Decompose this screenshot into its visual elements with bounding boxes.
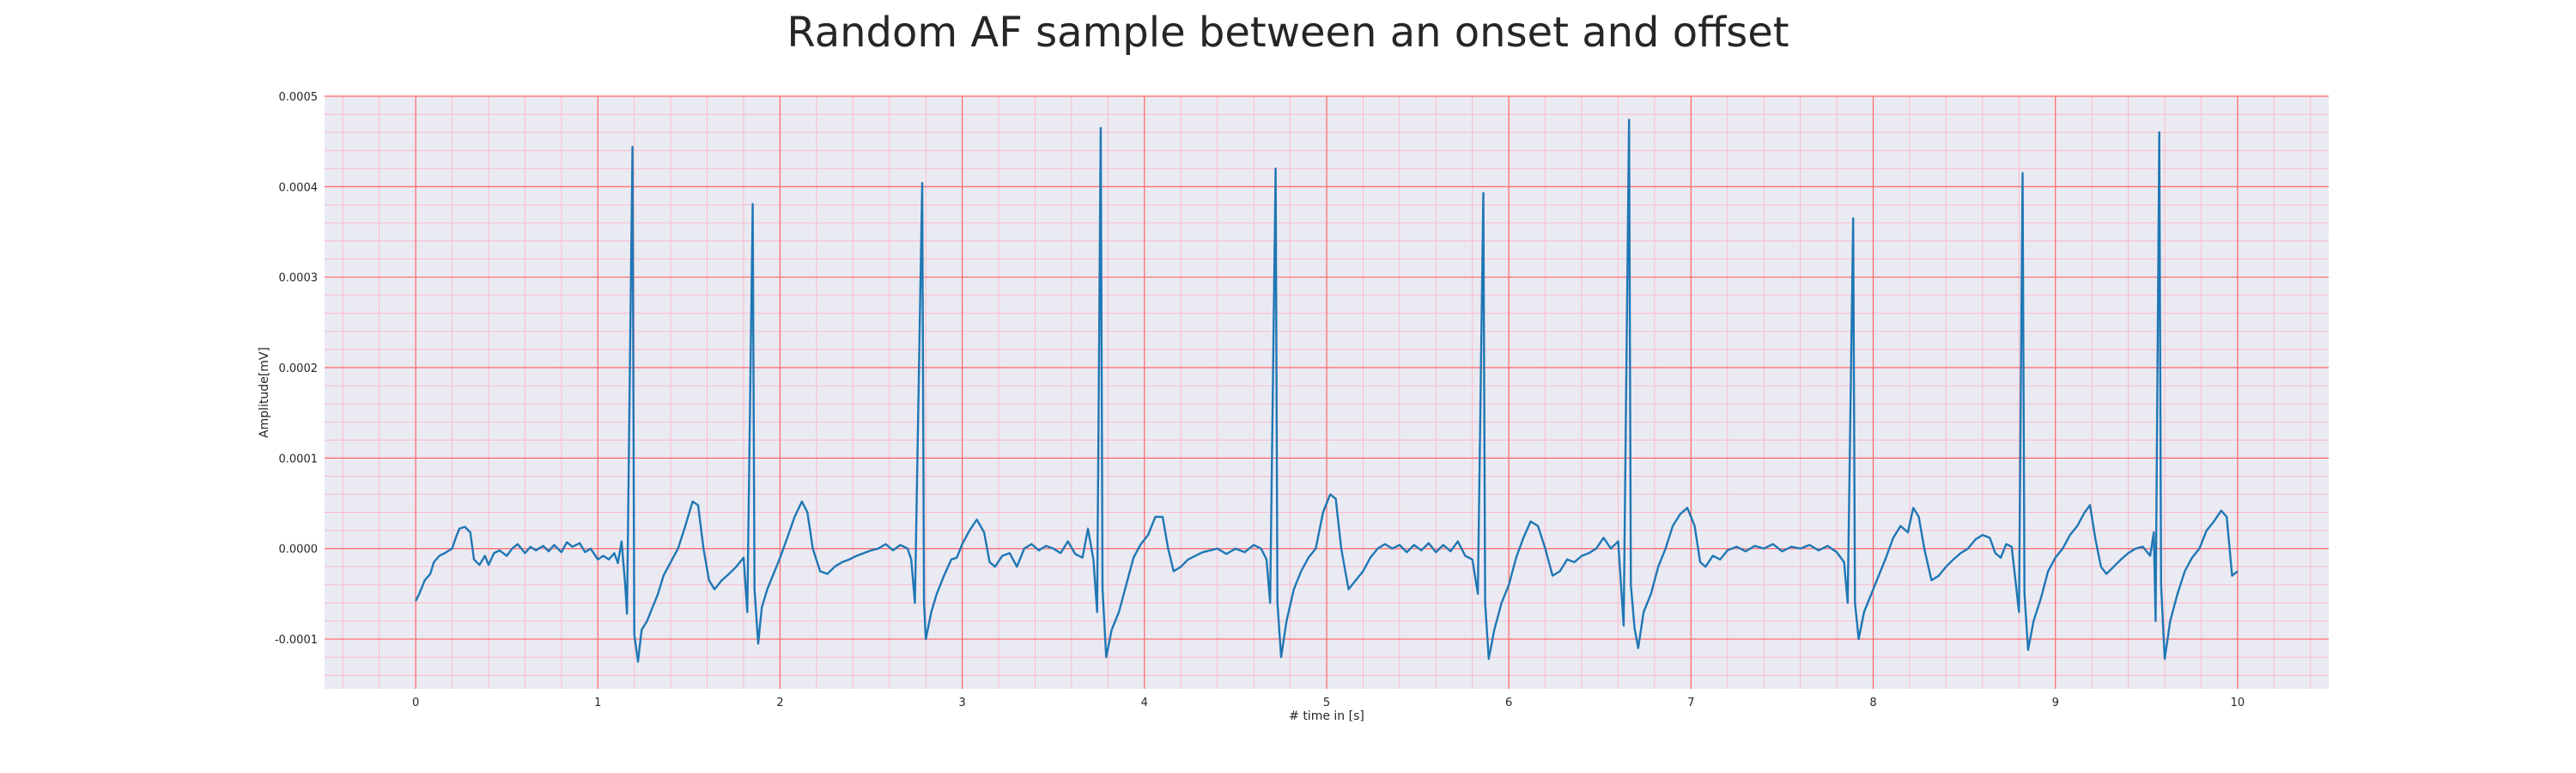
x-tick-label: 2 [776, 697, 783, 709]
x-tick-label: 3 [958, 697, 965, 709]
x-tick-labels: 0 1 2 3 4 5 6 7 8 9 10 [412, 697, 2245, 709]
x-tick-label: 5 [1323, 697, 1330, 709]
series-layer [415, 119, 2239, 663]
y-tick-label: 0.0005 [279, 91, 319, 104]
x-tick-label: 7 [1687, 697, 1694, 709]
chart-title: Random AF sample between an onset and of… [787, 9, 1789, 57]
y-tick-labels: -0.0001 0.0000 0.0001 0.0002 0.0003 0.0004 0.0… [275, 91, 318, 647]
y-tick-label: 0.0002 [279, 362, 319, 375]
x-tick-label: 0 [412, 697, 419, 709]
y-tick-label: 0.0001 [279, 453, 319, 466]
x-axis-label: # time in [s] [1289, 709, 1364, 723]
x-tick-label: 9 [2052, 697, 2059, 709]
y-tick-label: 0.0000 [279, 544, 319, 557]
x-tick-label: 4 [1141, 697, 1148, 709]
x-tick-label: 1 [594, 697, 601, 709]
y-tick-label: 0.0004 [279, 181, 319, 194]
x-tick-label: 6 [1505, 697, 1512, 709]
y-tick-label: 0.0003 [279, 272, 319, 285]
x-tick-label: 10 [2231, 697, 2245, 709]
x-tick-label: 8 [1869, 697, 1876, 709]
y-axis-label: Amplitude[mV] [258, 347, 271, 438]
y-tick-label: -0.0001 [275, 634, 318, 647]
ecg-series-line [415, 119, 2239, 663]
